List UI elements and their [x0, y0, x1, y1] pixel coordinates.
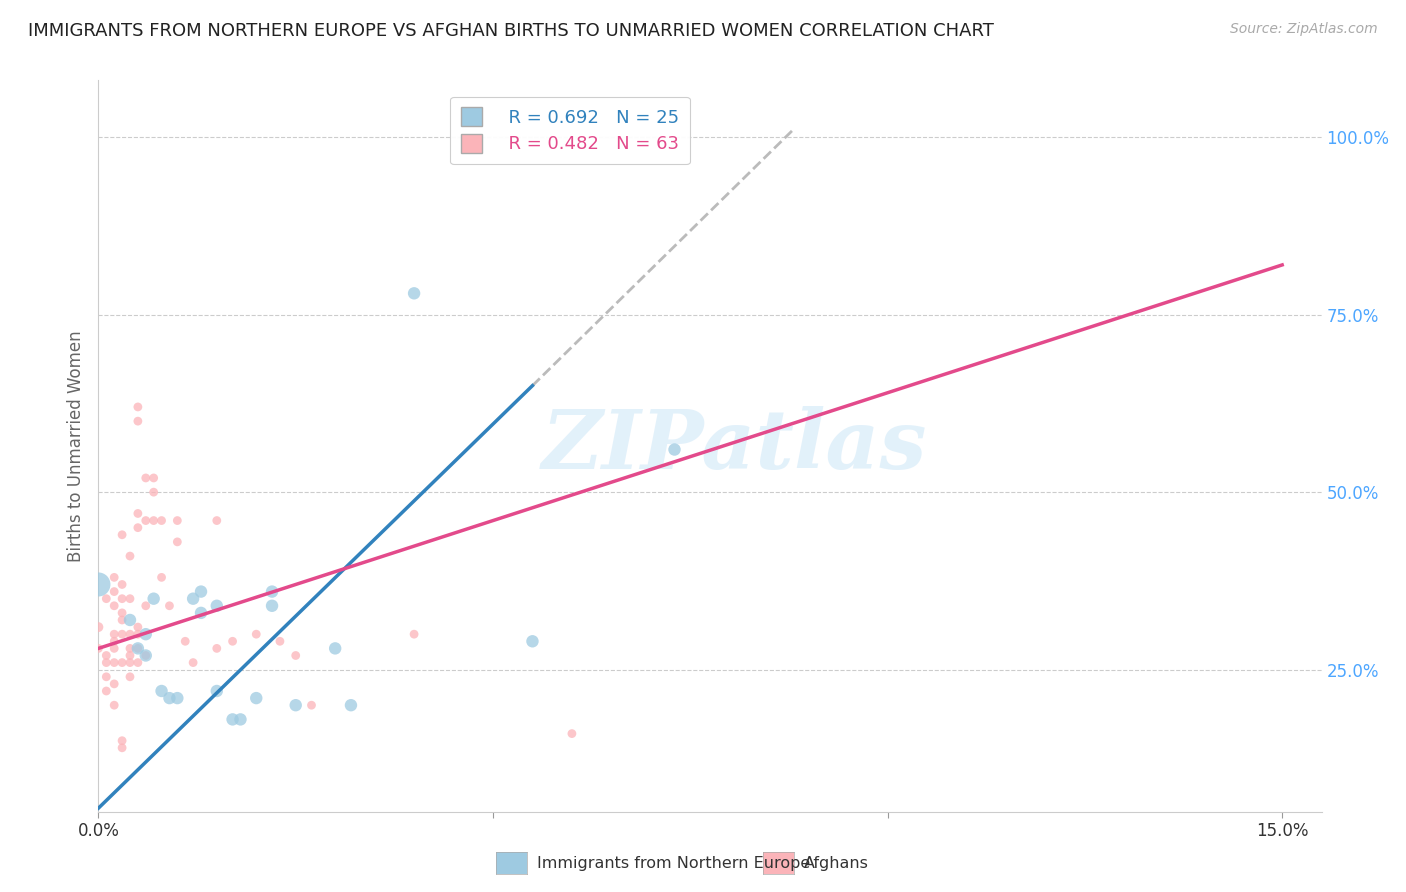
Point	[118, 648, 141, 663]
Point	[205, 641, 228, 656]
Point	[284, 698, 307, 713]
Point	[245, 627, 267, 641]
Point	[111, 740, 134, 755]
Point	[103, 677, 125, 691]
Point	[118, 627, 141, 641]
Point	[142, 591, 165, 606]
Text: Source: ZipAtlas.com: Source: ZipAtlas.com	[1230, 22, 1378, 37]
Point	[111, 591, 134, 606]
Point	[205, 514, 228, 528]
Point	[96, 648, 118, 663]
Point	[103, 698, 125, 713]
Point	[118, 591, 141, 606]
Point	[135, 627, 157, 641]
Point	[229, 713, 252, 727]
Point	[159, 691, 181, 706]
Point	[142, 485, 165, 500]
Point	[150, 570, 173, 584]
Point	[118, 670, 141, 684]
Text: IMMIGRANTS FROM NORTHERN EUROPE VS AFGHAN BIRTHS TO UNMARRIED WOMEN CORRELATION : IMMIGRANTS FROM NORTHERN EUROPE VS AFGHA…	[28, 22, 994, 40]
Point	[103, 627, 125, 641]
Point	[135, 648, 157, 663]
Point	[221, 634, 243, 648]
Point	[118, 656, 141, 670]
Point	[127, 627, 149, 641]
Point	[205, 684, 228, 698]
Point	[181, 591, 204, 606]
Point	[127, 656, 149, 670]
Point	[103, 584, 125, 599]
Point	[111, 528, 134, 542]
Point	[561, 726, 583, 740]
Point	[245, 691, 267, 706]
Point	[260, 584, 283, 599]
Point	[111, 733, 134, 747]
Point	[522, 634, 544, 648]
Point	[127, 507, 149, 521]
Point	[174, 634, 197, 648]
Point	[127, 400, 149, 414]
Point	[127, 620, 149, 634]
Point	[87, 620, 110, 634]
Text: Immigrants from Northern Europe: Immigrants from Northern Europe	[537, 856, 810, 871]
Point	[166, 691, 188, 706]
Point	[205, 599, 228, 613]
Point	[127, 641, 149, 656]
Legend:   R = 0.692   N = 25,   R = 0.482   N = 63: R = 0.692 N = 25, R = 0.482 N = 63	[450, 96, 690, 164]
Point	[103, 641, 125, 656]
Point	[301, 698, 323, 713]
Point	[190, 606, 212, 620]
Point	[118, 613, 141, 627]
Point	[135, 471, 157, 485]
Point	[87, 577, 110, 591]
Point	[166, 534, 188, 549]
Text: Afghans: Afghans	[804, 856, 869, 871]
Point	[103, 634, 125, 648]
Point	[118, 549, 141, 563]
Point	[260, 599, 283, 613]
Point	[323, 641, 346, 656]
Point	[111, 613, 134, 627]
Point	[103, 599, 125, 613]
Point	[96, 591, 118, 606]
Point	[87, 641, 110, 656]
Y-axis label: Births to Unmarried Women: Births to Unmarried Women	[66, 330, 84, 562]
Point	[118, 641, 141, 656]
Text: ZIPatlas: ZIPatlas	[541, 406, 927, 486]
Point	[127, 521, 149, 535]
Point	[404, 627, 426, 641]
Point	[103, 656, 125, 670]
Point	[221, 713, 243, 727]
Point	[142, 471, 165, 485]
Point	[340, 698, 363, 713]
Point	[96, 684, 118, 698]
Point	[111, 606, 134, 620]
Point	[127, 414, 149, 428]
Point	[284, 648, 307, 663]
Point	[190, 584, 212, 599]
Point	[150, 514, 173, 528]
Point	[404, 286, 426, 301]
Point	[159, 599, 181, 613]
Point	[142, 514, 165, 528]
Point	[135, 599, 157, 613]
Point	[135, 514, 157, 528]
Point	[96, 670, 118, 684]
Point	[166, 514, 188, 528]
Point	[150, 684, 173, 698]
Point	[103, 570, 125, 584]
Point	[96, 656, 118, 670]
Point	[181, 656, 204, 670]
Point	[111, 656, 134, 670]
Point	[111, 627, 134, 641]
Point	[664, 442, 686, 457]
Point	[135, 648, 157, 663]
Point	[127, 641, 149, 656]
Point	[111, 577, 134, 591]
Point	[269, 634, 291, 648]
